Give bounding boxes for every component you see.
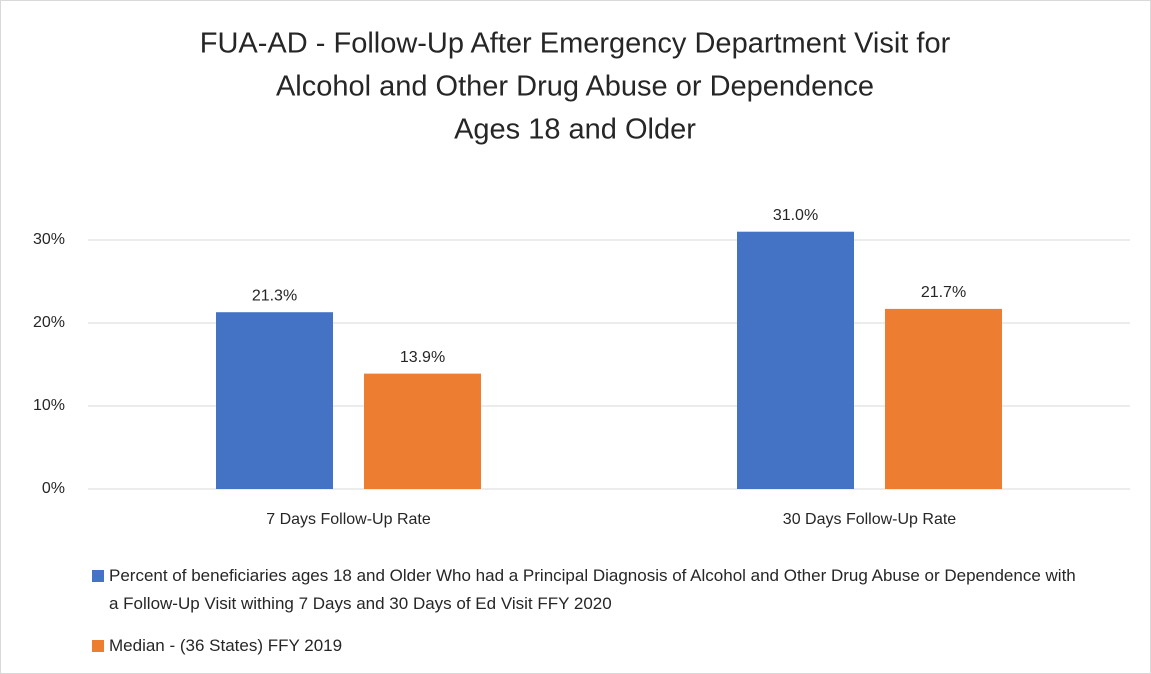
x-tick-label: 30 Days Follow-Up Rate [783, 511, 957, 528]
legend-label: Percent of beneficiaries ages 18 and Old… [109, 566, 1076, 613]
legend-label: Median - (36 States) FFY 2019 [109, 636, 343, 655]
bar [364, 373, 481, 489]
legend-entry: Median - (36 States) FFY 2019 [92, 632, 1092, 660]
data-label: 21.3% [252, 287, 297, 304]
y-tick-label: 20% [33, 314, 65, 331]
bar [737, 231, 854, 489]
chart-title: Ages 18 and Older [454, 114, 696, 146]
y-tick-label: 0% [42, 480, 65, 497]
data-label: 13.9% [400, 349, 445, 366]
y-tick-label: 30% [33, 231, 65, 248]
chart-title: FUA-AD - Follow-Up After Emergency Depar… [200, 28, 951, 60]
bar [885, 308, 1002, 489]
legend-swatch [92, 570, 104, 582]
x-tick-label: 7 Days Follow-Up Rate [266, 511, 431, 528]
chart-title: Alcohol and Other Drug Abuse or Dependen… [276, 71, 874, 103]
data-label: 21.7% [921, 284, 966, 301]
bar [216, 312, 333, 489]
y-tick-label: 10% [33, 397, 65, 414]
legend-swatch [92, 640, 104, 652]
data-label: 31.0% [773, 207, 818, 224]
legend-entry: Percent of beneficiaries ages 18 and Old… [92, 562, 1092, 618]
